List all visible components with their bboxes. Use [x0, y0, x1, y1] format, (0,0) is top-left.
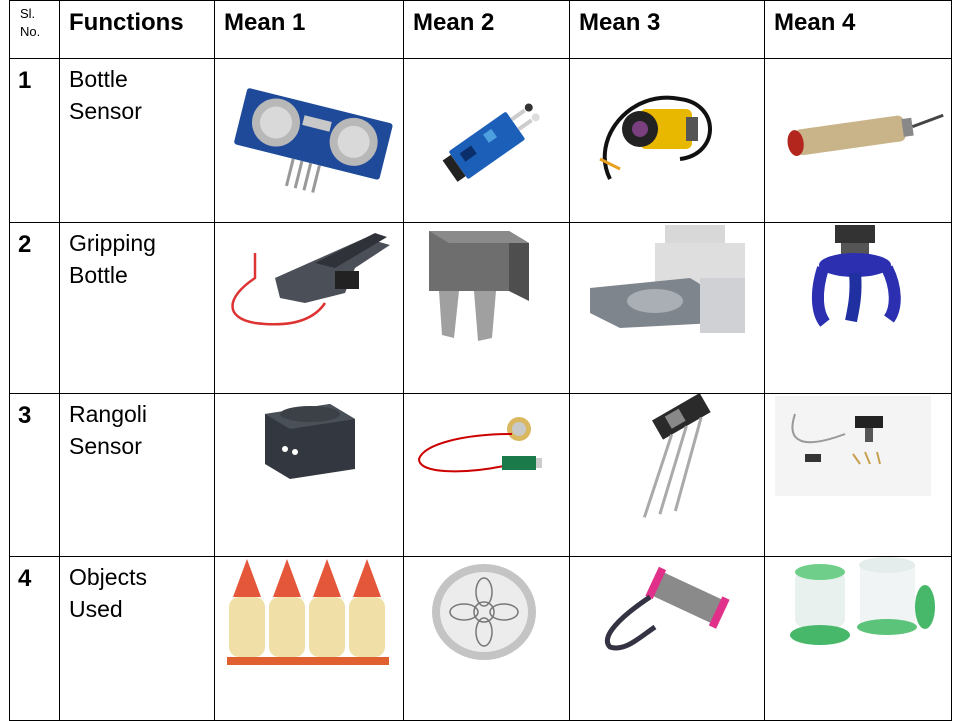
servo-gripper-bracket-image: [214, 222, 404, 394]
function-label: Rangoli Sensor: [59, 393, 215, 557]
table-row: 3 Rangoli Sensor: [9, 393, 952, 557]
ir-obstacle-sensor-module-image: [403, 58, 570, 223]
morphological-chart-table: Sl. No. Functions Mean 1 Mean 2 Mean 3 Me…: [9, 0, 952, 721]
rangoli-stencil-plate-image: [403, 556, 570, 721]
function-label: Bottle Sensor: [59, 58, 215, 223]
row-number: 4: [9, 556, 60, 721]
ir-receiver-component-image: [569, 393, 765, 557]
function-label: Objects Used: [59, 556, 215, 721]
header-slno: Sl. No.: [9, 0, 60, 59]
header-row: Sl. No. Functions Mean 1 Mean 2 Mean 3 Me…: [9, 0, 952, 59]
row-number: 2: [9, 222, 60, 394]
table-row: 4 Objects Used: [9, 556, 952, 721]
pneumatic-gripper-block-image: [569, 222, 765, 394]
cylindrical-laser-sensor-image: [764, 58, 952, 223]
proximity-sensor-kit-image: [764, 393, 952, 557]
ultrasonic-sensor-module-image: [214, 58, 404, 223]
header-functions: Functions: [59, 0, 215, 59]
color-sensor-box-image: [214, 393, 404, 557]
header-mean-2: Mean 2: [403, 0, 570, 59]
photoelectric-sensor-cable-image: [569, 58, 765, 223]
header-mean-3: Mean 3: [569, 0, 765, 59]
rangoli-sieve-containers-image: [764, 556, 952, 721]
table-row: 2 Gripping Bottle: [9, 222, 952, 394]
table-row: 1 Bottle Sensor: [9, 58, 952, 223]
header-mean-4: Mean 4: [764, 0, 952, 59]
piezo-sensor-module-image: [403, 393, 570, 557]
rangoli-powder-cones-image: [214, 556, 404, 721]
parallel-gripper-image: [403, 222, 570, 394]
three-finger-soft-gripper-image: [764, 222, 952, 394]
rangoli-roller-tool-image: [569, 556, 765, 721]
function-label: Gripping Bottle: [59, 222, 215, 394]
header-mean-1: Mean 1: [214, 0, 404, 59]
row-number: 1: [9, 58, 60, 223]
row-number: 3: [9, 393, 60, 557]
